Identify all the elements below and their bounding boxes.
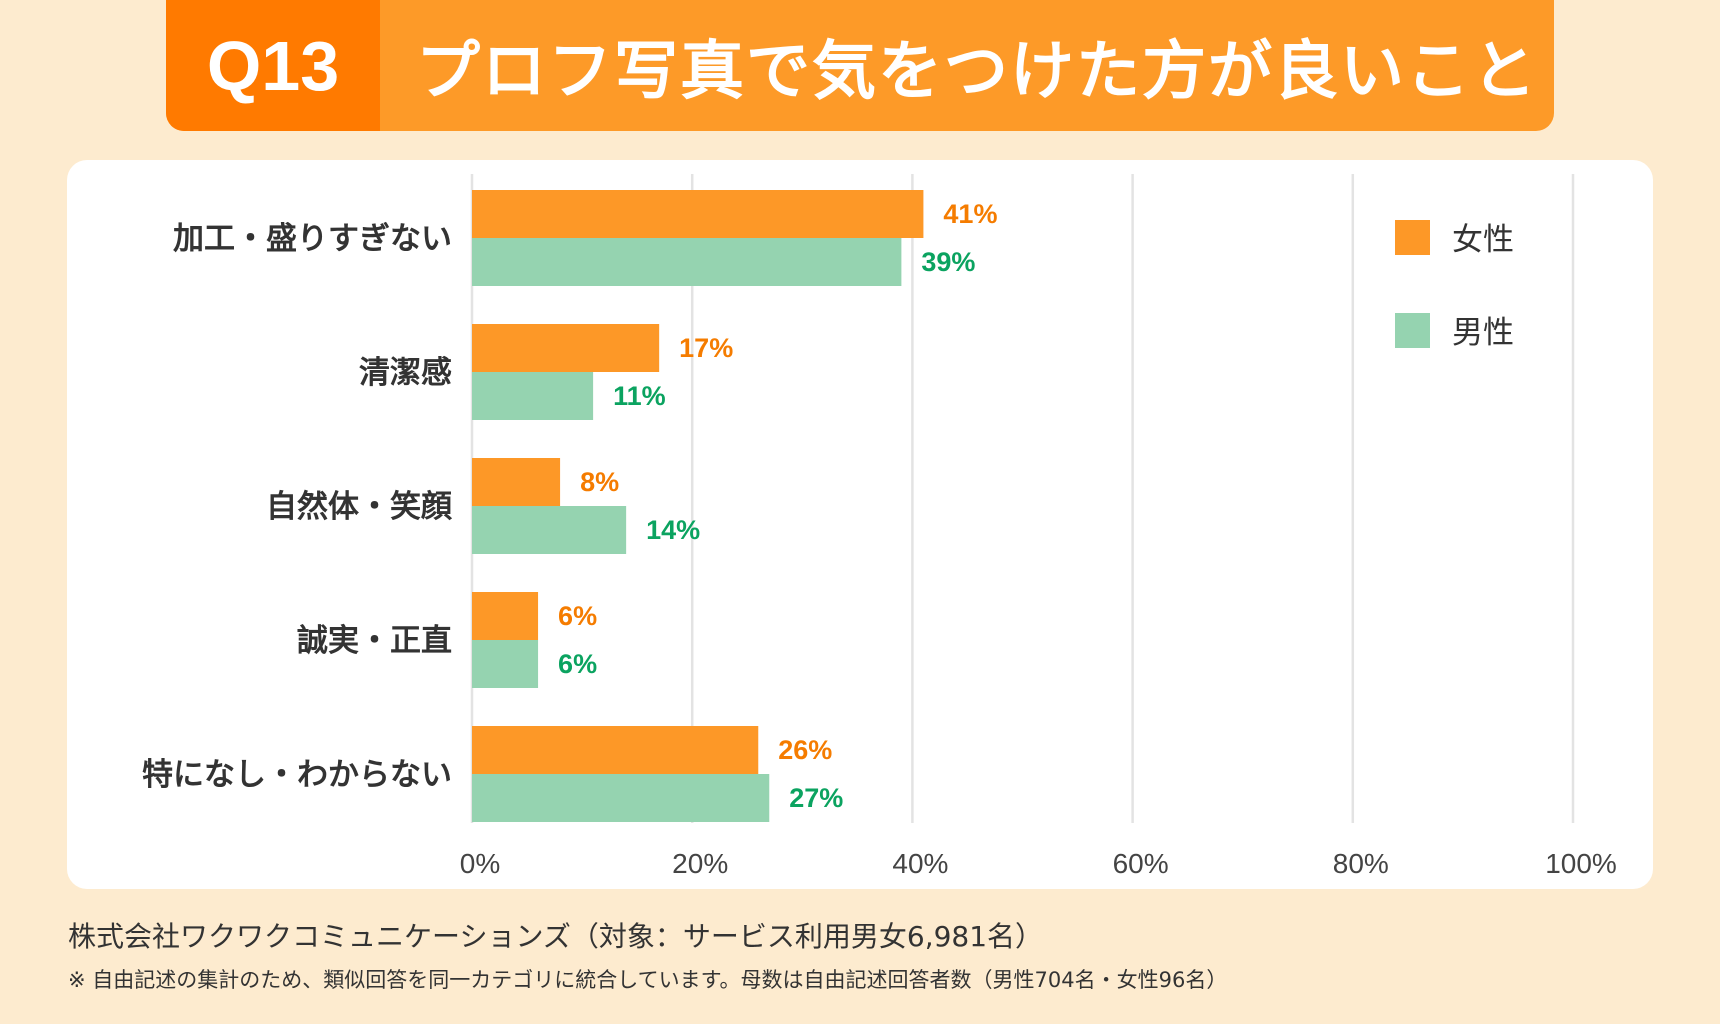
legend-swatch-female xyxy=(1395,220,1430,255)
data-label: 27% xyxy=(789,783,843,813)
data-label: 8% xyxy=(580,467,619,497)
note-text: ※ 自由記述の集計のため、類似回答を同一カテゴリに統合しています。母数は自由記述… xyxy=(68,968,1228,992)
x-tick-label: 100% xyxy=(1545,848,1617,879)
x-tick-label: 80% xyxy=(1333,848,1389,879)
x-tick-label: 60% xyxy=(1113,848,1169,879)
title-banner: Q13 プロフ写真で気をつけた方が良いこと xyxy=(166,0,1554,131)
data-label: 11% xyxy=(613,381,666,411)
category-label: 特になし・わからない xyxy=(142,757,452,793)
data-label: 17% xyxy=(679,333,733,363)
bar-male xyxy=(472,372,594,420)
legend-label: 男性 xyxy=(1452,315,1514,351)
bar-male xyxy=(472,640,539,688)
x-tick-label: 0% xyxy=(460,848,500,879)
bar-female xyxy=(472,726,759,774)
data-label: 39% xyxy=(921,247,975,277)
category-label: 誠実・正直 xyxy=(297,623,452,659)
data-label: 26% xyxy=(778,735,832,765)
data-label: 6% xyxy=(558,649,597,679)
x-tick-label: 40% xyxy=(892,848,948,879)
bar-female xyxy=(472,592,539,640)
bar-female xyxy=(472,190,924,238)
legend-label: 女性 xyxy=(1452,222,1514,258)
bar-male xyxy=(472,238,902,286)
x-tick-label: 20% xyxy=(672,848,728,879)
bar-female xyxy=(472,324,660,372)
legend-swatch-male xyxy=(1395,313,1430,348)
bar-female xyxy=(472,458,561,506)
data-label: 14% xyxy=(646,515,700,545)
bar-male xyxy=(472,774,770,822)
bar-male xyxy=(472,506,627,554)
category-label: 加工・盛りすぎない xyxy=(173,221,452,257)
question-number-badge: Q13 xyxy=(166,0,380,131)
source-text: 株式会社ワクワクコミュニケーションズ（対象：サービス利用男女6,981名） xyxy=(68,920,1044,953)
category-label: 自然体・笑顔 xyxy=(266,489,453,525)
category-label: 清潔感 xyxy=(359,355,452,391)
chart-title: プロフ写真で気をつけた方が良いこと xyxy=(416,34,1538,109)
data-label: 6% xyxy=(558,601,597,631)
data-label: 41% xyxy=(943,199,997,229)
